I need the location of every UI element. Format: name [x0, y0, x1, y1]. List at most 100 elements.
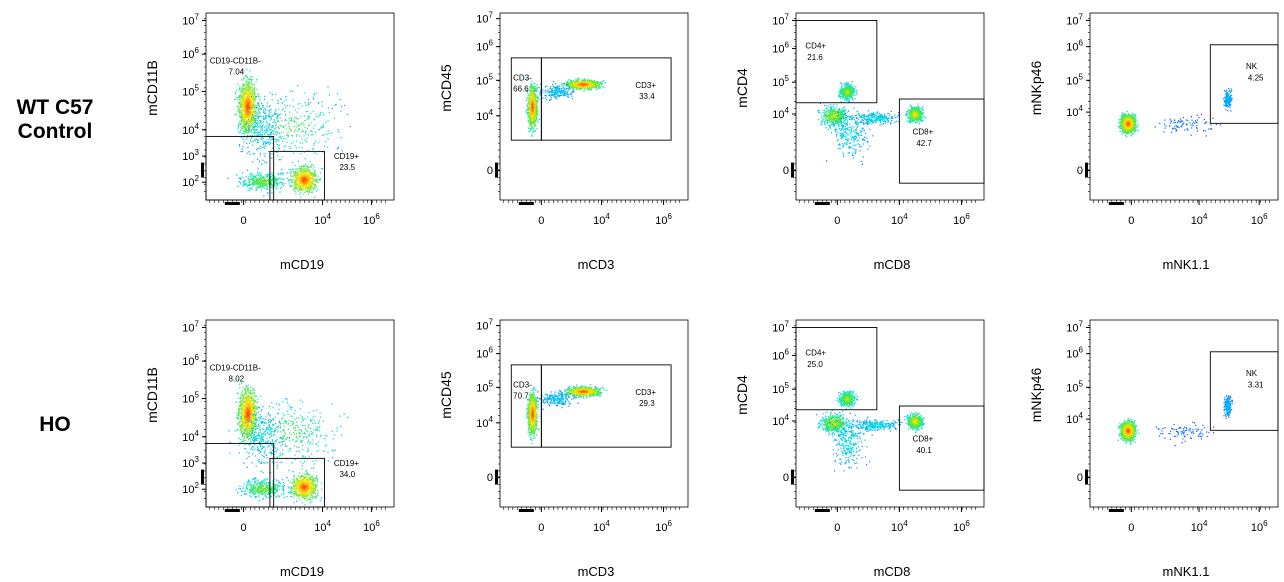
data-point — [529, 98, 531, 101]
data-point — [245, 132, 247, 134]
data-point — [304, 158, 306, 160]
data-point — [291, 186, 293, 188]
data-point — [255, 125, 257, 128]
data-point — [250, 95, 252, 97]
data-point — [311, 134, 313, 136]
data-point — [257, 124, 259, 126]
data-point — [247, 126, 249, 128]
data-point — [240, 91, 242, 93]
data-point — [244, 100, 246, 102]
data-point — [533, 121, 535, 123]
data-point — [528, 121, 530, 123]
data-point — [574, 86, 576, 88]
data-point — [262, 116, 265, 118]
data-point — [246, 109, 248, 111]
data-point — [247, 115, 249, 117]
data-point — [253, 135, 255, 137]
data-point — [268, 113, 270, 115]
data-point — [250, 118, 253, 120]
data-point — [566, 88, 568, 90]
data-point — [242, 118, 244, 120]
data-point — [244, 106, 247, 108]
data-point — [258, 134, 260, 136]
data-point — [240, 95, 242, 97]
data-point — [546, 90, 548, 92]
data-point — [245, 121, 247, 123]
data-point — [304, 132, 306, 134]
data-point — [598, 84, 600, 86]
data-point — [241, 96, 243, 98]
data-point — [247, 146, 249, 148]
data-point — [279, 173, 281, 175]
data-point — [846, 91, 848, 94]
data-point — [242, 126, 244, 128]
data-point — [261, 182, 263, 184]
data-point — [268, 178, 270, 180]
data-point — [569, 85, 571, 87]
data-point — [323, 134, 325, 136]
data-point — [261, 180, 263, 182]
data-point — [843, 99, 845, 101]
data-point — [262, 181, 264, 183]
data-points — [227, 68, 352, 198]
data-point — [851, 89, 853, 91]
data-point — [838, 93, 840, 95]
data-point — [243, 130, 246, 132]
data-point — [598, 87, 600, 89]
data-point — [242, 89, 244, 91]
data-point — [569, 82, 571, 84]
data-point — [256, 181, 258, 183]
data-point — [546, 85, 548, 87]
data-point — [577, 78, 579, 80]
data-point — [248, 82, 250, 84]
data-point — [307, 168, 309, 170]
data-point — [529, 113, 531, 115]
data-point — [563, 88, 565, 90]
data-point — [529, 106, 531, 108]
data-point — [534, 90, 536, 92]
data-point — [528, 118, 531, 120]
data-point — [238, 102, 240, 104]
data-point — [254, 115, 257, 117]
data-point — [306, 165, 309, 167]
data-point — [852, 87, 855, 89]
data-point — [305, 174, 307, 176]
data-point — [839, 96, 841, 98]
data-point — [244, 113, 246, 115]
data-point — [302, 122, 305, 124]
data-point — [310, 177, 312, 179]
data-point — [532, 92, 534, 94]
data-point — [248, 119, 250, 121]
data-point — [255, 96, 257, 98]
data-point — [542, 97, 544, 99]
data-point — [571, 95, 573, 97]
data-point — [586, 85, 588, 87]
data-point — [242, 111, 245, 113]
data-point — [243, 92, 245, 94]
data-point — [313, 179, 315, 181]
data-point — [851, 90, 854, 92]
data-point — [241, 114, 243, 116]
data-point — [253, 86, 255, 88]
data-point — [530, 97, 532, 99]
data-point — [530, 114, 532, 117]
data-point — [321, 125, 323, 127]
data-point — [251, 105, 253, 107]
data-point — [290, 175, 292, 177]
data-point — [247, 108, 249, 110]
data-point — [244, 184, 246, 186]
data-point — [277, 150, 279, 152]
data-point — [253, 103, 255, 105]
data-point — [572, 89, 574, 91]
data-point — [300, 188, 302, 190]
data-point — [309, 173, 311, 175]
data-point — [307, 166, 309, 169]
data-point — [839, 93, 842, 95]
data-point — [261, 185, 263, 187]
data-point — [576, 82, 578, 84]
data-point — [917, 103, 919, 105]
data-point — [299, 193, 301, 195]
data-point — [246, 169, 249, 171]
data-point — [259, 125, 261, 127]
data-point — [590, 82, 592, 84]
